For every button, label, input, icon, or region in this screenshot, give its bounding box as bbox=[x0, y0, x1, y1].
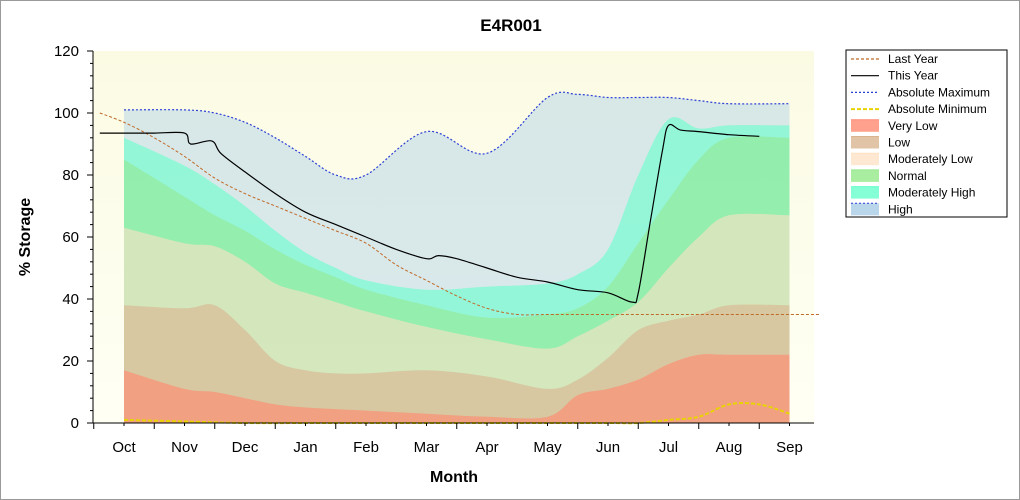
legend-swatch-very-low bbox=[851, 119, 879, 132]
x-tick-label-nov: Nov bbox=[171, 439, 198, 456]
legend-item-low: Low bbox=[851, 136, 910, 150]
legend-label: Moderately High bbox=[888, 186, 975, 200]
legend-label: Very Low bbox=[888, 119, 938, 133]
legend: Last Year This Year Absolute Maximum Absolu… bbox=[845, 49, 1008, 218]
series-this-year bbox=[99, 123, 760, 304]
x-tick-label-mar: Mar bbox=[414, 439, 440, 456]
legend-label: This Year bbox=[888, 69, 938, 83]
legend-label: Absolute Maximum bbox=[888, 85, 990, 99]
axes-layer: 0 20 40 60 80 100 120 Oct Nov Dec Jan Feb Mar Apr May J… bbox=[54, 43, 814, 456]
legend-item-very-low: Very Low bbox=[851, 119, 938, 133]
legend-swatch-high bbox=[851, 203, 879, 216]
legend-label: Absolute Minimum bbox=[888, 102, 987, 116]
legend-swatch-moderately-low bbox=[851, 153, 879, 166]
chart-title: E4R001 bbox=[480, 16, 541, 35]
y-axis-title: % Storage bbox=[17, 198, 34, 276]
legend-label: Moderately Low bbox=[888, 152, 973, 166]
y-tick-label: 60 bbox=[62, 229, 79, 246]
legend-item-moderately-low: Moderately Low bbox=[851, 152, 973, 166]
legend-item-this-year: This Year bbox=[851, 69, 938, 83]
series-last-year bbox=[99, 112, 820, 316]
bands-layer bbox=[123, 91, 790, 423]
band-very-low bbox=[124, 354, 790, 423]
legend-item-absolute-maximum: Absolute Maximum bbox=[851, 85, 990, 99]
legend-swatch-normal bbox=[851, 169, 879, 182]
legend-label: High bbox=[888, 202, 913, 216]
x-tick-label-jan: Jan bbox=[293, 439, 317, 456]
legend-label: Low bbox=[888, 136, 910, 150]
x-tick-label-jul: Jul bbox=[659, 439, 678, 456]
legend-item-normal: Normal bbox=[851, 169, 927, 183]
legend-item-moderately-high: Moderately High bbox=[851, 186, 975, 200]
legend-swatch-moderately-high bbox=[851, 186, 879, 199]
x-axis-title: Month bbox=[430, 469, 478, 486]
y-tick-label: 120 bbox=[54, 43, 79, 60]
y-tick-label: 20 bbox=[62, 353, 79, 370]
x-tick-label-sep: Sep bbox=[776, 439, 803, 456]
legend-label: Normal bbox=[888, 169, 927, 183]
legend-swatch-low bbox=[851, 136, 879, 149]
x-tick-label-oct: Oct bbox=[112, 439, 136, 456]
legend-item-absolute-minimum: Absolute Minimum bbox=[851, 102, 987, 116]
x-tick-label-feb: Feb bbox=[353, 439, 379, 456]
y-tick-label: 40 bbox=[62, 291, 79, 308]
x-tick-label-jun: Jun bbox=[596, 439, 620, 456]
y-tick-label: 0 bbox=[71, 415, 79, 432]
y-tick-label: 80 bbox=[62, 167, 79, 184]
x-tick-label-aug: Aug bbox=[716, 439, 743, 456]
absolute-maximum-line bbox=[123, 91, 790, 180]
x-tick-label-may: May bbox=[533, 439, 562, 456]
y-tick-label: 100 bbox=[54, 105, 79, 122]
x-tick-label-apr: Apr bbox=[475, 439, 498, 456]
legend-item-high: High bbox=[851, 202, 913, 216]
legend-item-last-year: Last Year bbox=[851, 52, 938, 66]
x-tick-label-dec: Dec bbox=[232, 439, 259, 456]
legend-label: Last Year bbox=[888, 52, 938, 66]
